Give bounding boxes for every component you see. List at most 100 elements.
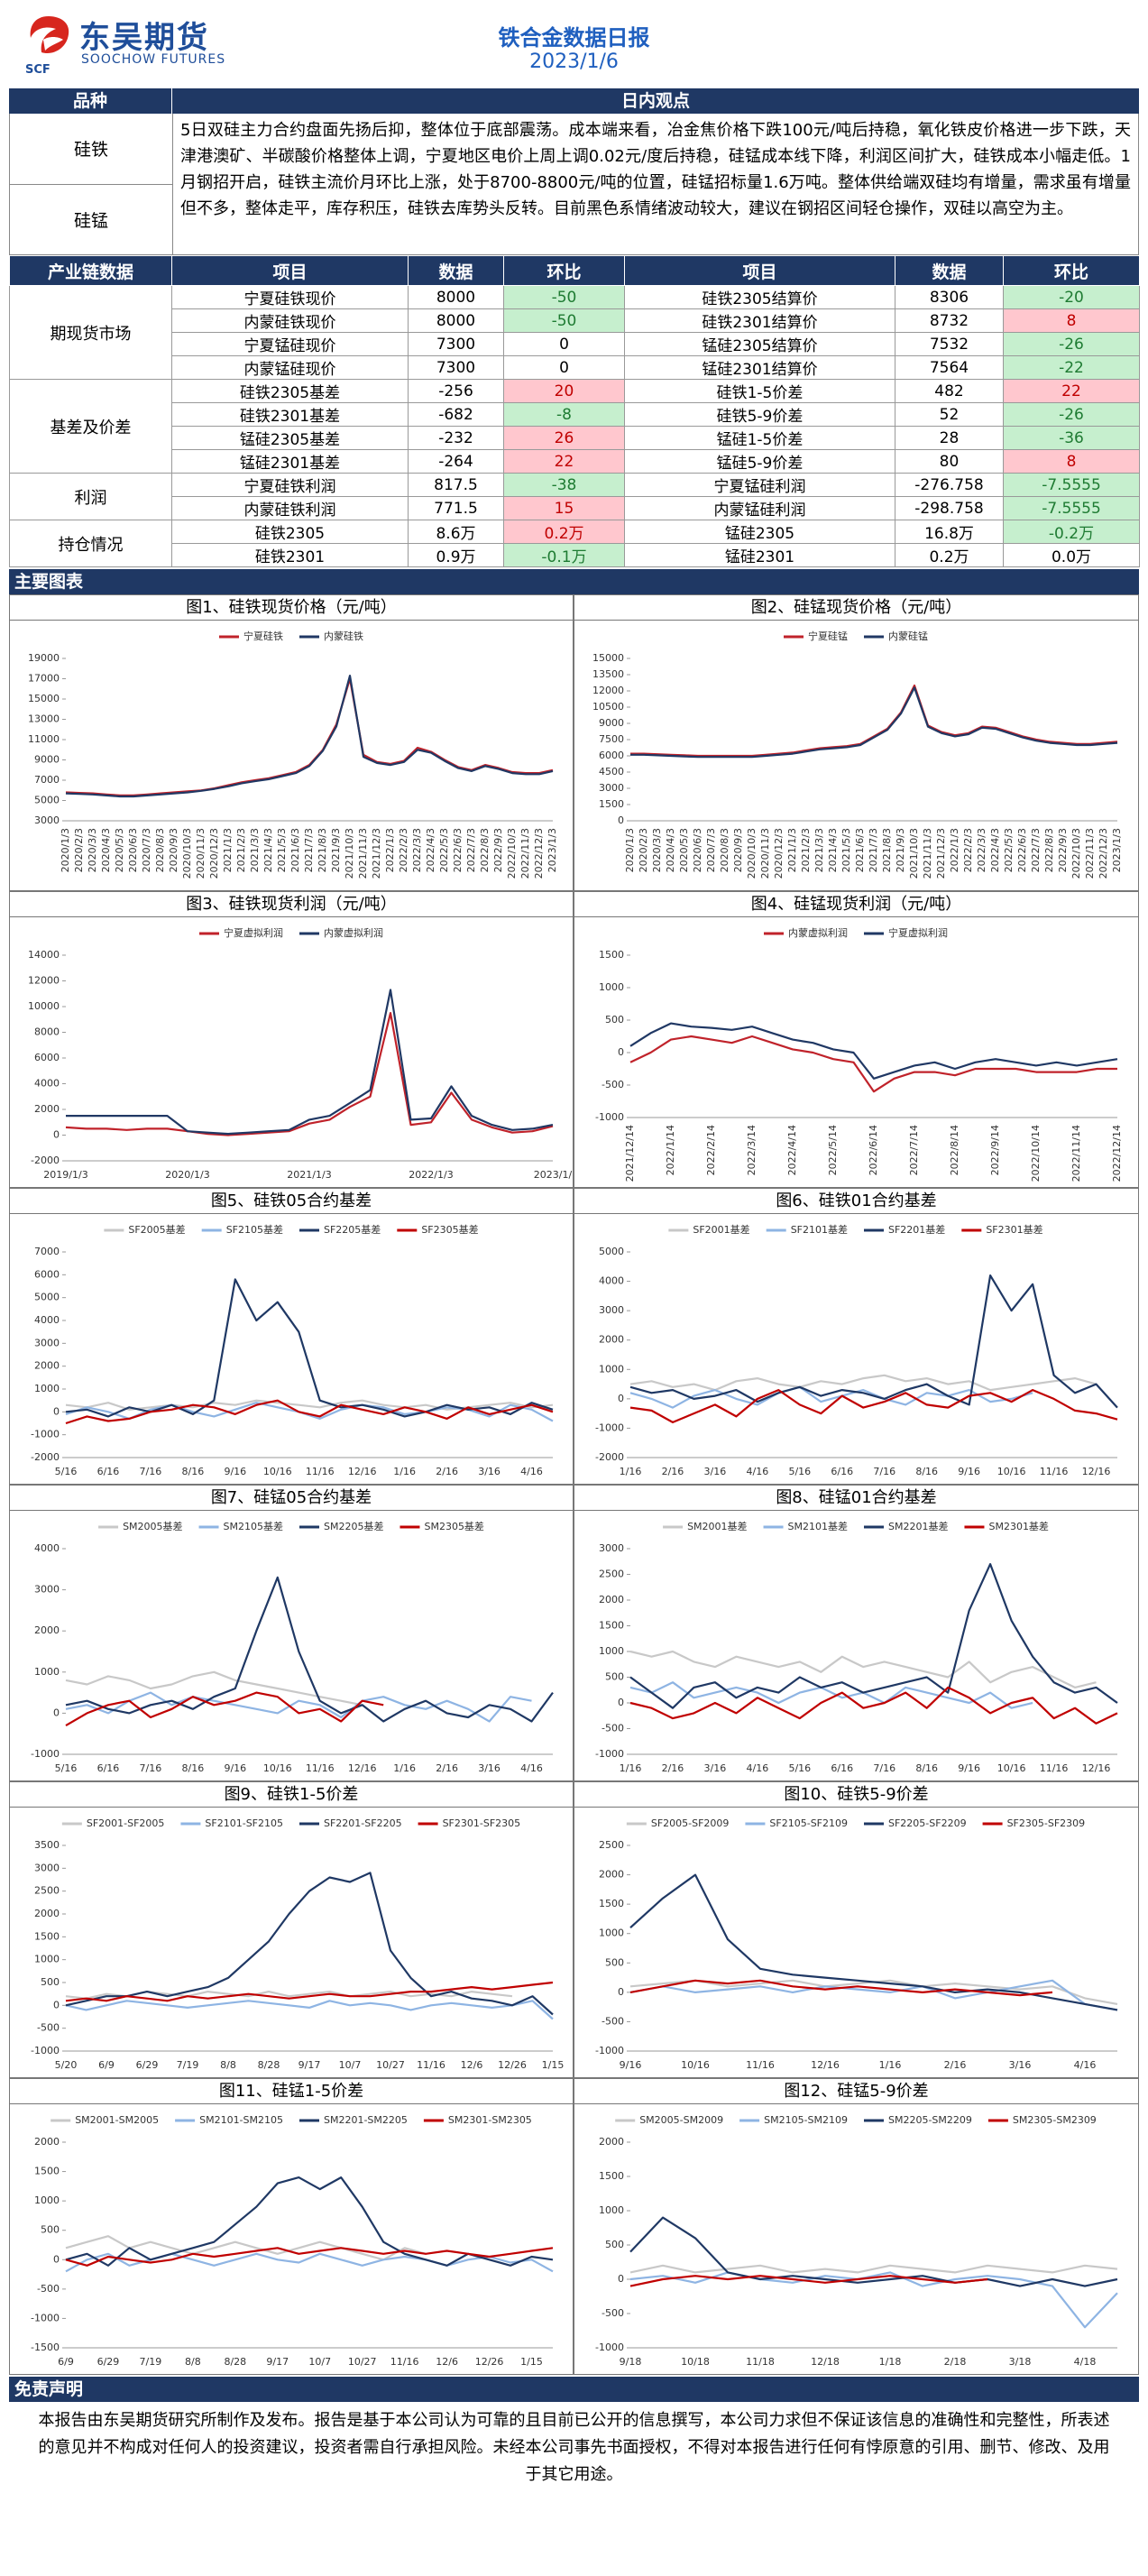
series-line xyxy=(65,1872,554,2016)
legend-label: SM2101基差 xyxy=(788,1520,848,1532)
y-tick-label: -500 xyxy=(602,1723,624,1734)
series-line xyxy=(629,1022,1118,1080)
x-tick-label: 2023/1/3 xyxy=(546,828,558,872)
legend-label: SF2001基差 xyxy=(693,1223,749,1236)
x-tick-label: 4/16 xyxy=(747,1762,769,1774)
series-line xyxy=(630,684,1118,758)
x-tick-label: 2021/9/3 xyxy=(330,828,342,872)
series-line xyxy=(629,2275,988,2287)
value-cell: 28 xyxy=(895,426,1004,450)
y-tick-label: 1000 xyxy=(34,1383,60,1394)
y-tick-label: 1000 xyxy=(34,2194,60,2206)
x-tick-label: 2022/11/3 xyxy=(1084,828,1096,879)
x-tick-label: 11/16 xyxy=(746,2059,775,2071)
x-tick-label: 2022/3/3 xyxy=(976,828,987,872)
x-tick-label: 6/16 xyxy=(97,1466,120,1477)
table-row: 锰硅2301基差 -264 22 锰硅5-9价差 80 8 xyxy=(10,449,1140,474)
series-line xyxy=(629,1686,1118,1725)
table-row: 硅铁2301 0.9万 -0.1万 锰硅2301 0.2万 0.0万 xyxy=(10,543,1140,567)
change-cell: -7.5555 xyxy=(1003,496,1140,520)
legend-label: SM2001基差 xyxy=(687,1520,747,1532)
y-tick-label: 500 xyxy=(605,1014,624,1026)
x-tick-label: 2022/5/14 xyxy=(827,1125,839,1175)
y-tick-label: -1000 xyxy=(595,2045,624,2056)
y-tick-label: 0 xyxy=(53,2253,60,2265)
change-cell: -8 xyxy=(503,402,625,427)
value-cell: 7300 xyxy=(408,332,504,356)
x-tick-label: 3/16 xyxy=(478,1762,501,1774)
legend-label: 宁夏虚拟利润 xyxy=(888,926,948,939)
x-tick-label: 11/16 xyxy=(306,1762,335,1774)
item-cell: 宁夏锰硅利润 xyxy=(624,473,895,497)
series-line xyxy=(65,1670,363,1707)
change-cell: 0 xyxy=(503,355,625,380)
x-tick-label: 2021/12/3 xyxy=(371,828,382,879)
y-tick-label: 0 xyxy=(53,1707,60,1718)
x-tick-label: 6/9 xyxy=(58,2356,74,2368)
y-tick-label: -1000 xyxy=(31,1429,60,1440)
chart-title: 图11、硅锰1-5价差 xyxy=(10,2079,573,2104)
x-tick-label: 2022/9/14 xyxy=(989,1125,1001,1175)
change-cell: 26 xyxy=(503,426,625,450)
table-row: 持仓情况 硅铁2305 8.6万 0.2万 锰硅2305 16.8万 -0.2万 xyxy=(9,520,1140,567)
x-tick-label: 5/20 xyxy=(55,2059,78,2071)
y-tick-label: 2000 xyxy=(34,1624,60,1636)
legend-label: 内蒙虚拟利润 xyxy=(324,926,383,939)
x-tick-label: 2022/4/14 xyxy=(786,1125,798,1175)
legend-label: SF2305-SF2309 xyxy=(1007,1817,1086,1829)
item-cell: 内蒙硅铁现价 xyxy=(171,308,409,333)
legend: SM2001-SM2005 SM2101-SM2105 SM2201-SM2205 S… xyxy=(51,2114,532,2126)
logo-name: 东吴期货 xyxy=(79,20,209,56)
y-tick-label: -500 xyxy=(602,2015,624,2027)
chart: 3000 5000 7000 9000 11000 13000 15000 17000 1900… xyxy=(28,630,558,879)
value-cell: 7564 xyxy=(895,355,1004,380)
value-cell: -256 xyxy=(408,379,504,403)
y-tick-label: 6000 xyxy=(34,1052,60,1063)
x-tick-label: 2022/1/14 xyxy=(665,1125,676,1175)
x-tick-label: 12/16 xyxy=(1082,1466,1111,1477)
chart: -1000 0 1000 2000 3000 4000 5/16 6/16 7/16 8/16 9/… xyxy=(31,1520,554,1774)
y-tick-label: 9000 xyxy=(34,754,60,766)
column-header: 数据 xyxy=(895,255,1004,286)
x-tick-label: 2021/12/3 xyxy=(935,828,947,879)
y-tick-label: 0 xyxy=(53,1999,60,2010)
x-tick-label: 2020/7/3 xyxy=(705,828,717,872)
legend-label: SF2001-SF2005 xyxy=(87,1817,165,1829)
views-header: 品种 日内观点 xyxy=(9,88,1139,114)
column-header: 环比 xyxy=(503,255,625,286)
x-tick-label: 2020/1/3 xyxy=(624,828,636,872)
table-row: 宁夏锰硅现价 7300 0 锰硅2305结算价 7532 -26 xyxy=(10,332,1140,356)
change-cell: -50 xyxy=(503,308,625,333)
series-line xyxy=(65,2252,554,2273)
x-tick-label: 2/16 xyxy=(662,1466,684,1477)
legend-label: SM2105-SM2109 xyxy=(764,2114,848,2126)
chart-title: 图1、硅铁现货价格（元/吨） xyxy=(10,595,573,621)
legend: SM2005-SM2009 SM2105-SM2109 SM2205-SM2209 S… xyxy=(615,2114,1097,2126)
chart-title: 图8、硅锰01合约基差 xyxy=(574,1486,1138,1511)
x-tick-label: 12/6 xyxy=(461,2059,483,2071)
x-tick-label: 7/16 xyxy=(140,1762,162,1774)
y-tick-label: 4500 xyxy=(599,766,624,777)
item-cell: 锰硅2301基差 xyxy=(171,449,409,474)
x-tick-label: 2020/3/3 xyxy=(651,828,663,872)
group-name: 期现货市场 xyxy=(9,285,172,380)
views-title: 日内观点 xyxy=(620,91,690,111)
legend-label: SF2205基差 xyxy=(324,1223,381,1236)
x-tick-label: 2022/6/14 xyxy=(868,1125,879,1175)
legend: SF2001基差 SF2101基差 SF2201基差 SF2301基差 xyxy=(668,1223,1043,1236)
x-tick-label: 10/18 xyxy=(681,2356,710,2368)
x-tick-label: 1/16 xyxy=(620,1762,642,1774)
y-tick-label: 12000 xyxy=(28,975,60,987)
chart-grid: 图1、硅铁现货价格（元/吨） 3000 5000 7000 9000 11000 13000… xyxy=(9,594,1139,2375)
series-line xyxy=(629,2264,1118,2274)
series-line xyxy=(65,677,554,796)
x-tick-label: 2020/5/3 xyxy=(114,828,125,872)
y-tick-label: -2000 xyxy=(31,1451,60,1463)
x-tick-label: 2020/3/3 xyxy=(87,828,98,872)
series-line xyxy=(629,1979,1053,1997)
x-tick-label: 12/26 xyxy=(498,2059,527,2071)
legend: SF2005基差 SF2105基差 SF2205基差 SF2305基差 xyxy=(104,1223,479,1236)
y-tick-label: 11000 xyxy=(28,733,60,745)
change-cell: 22 xyxy=(503,449,625,474)
logo-icon xyxy=(30,16,69,54)
